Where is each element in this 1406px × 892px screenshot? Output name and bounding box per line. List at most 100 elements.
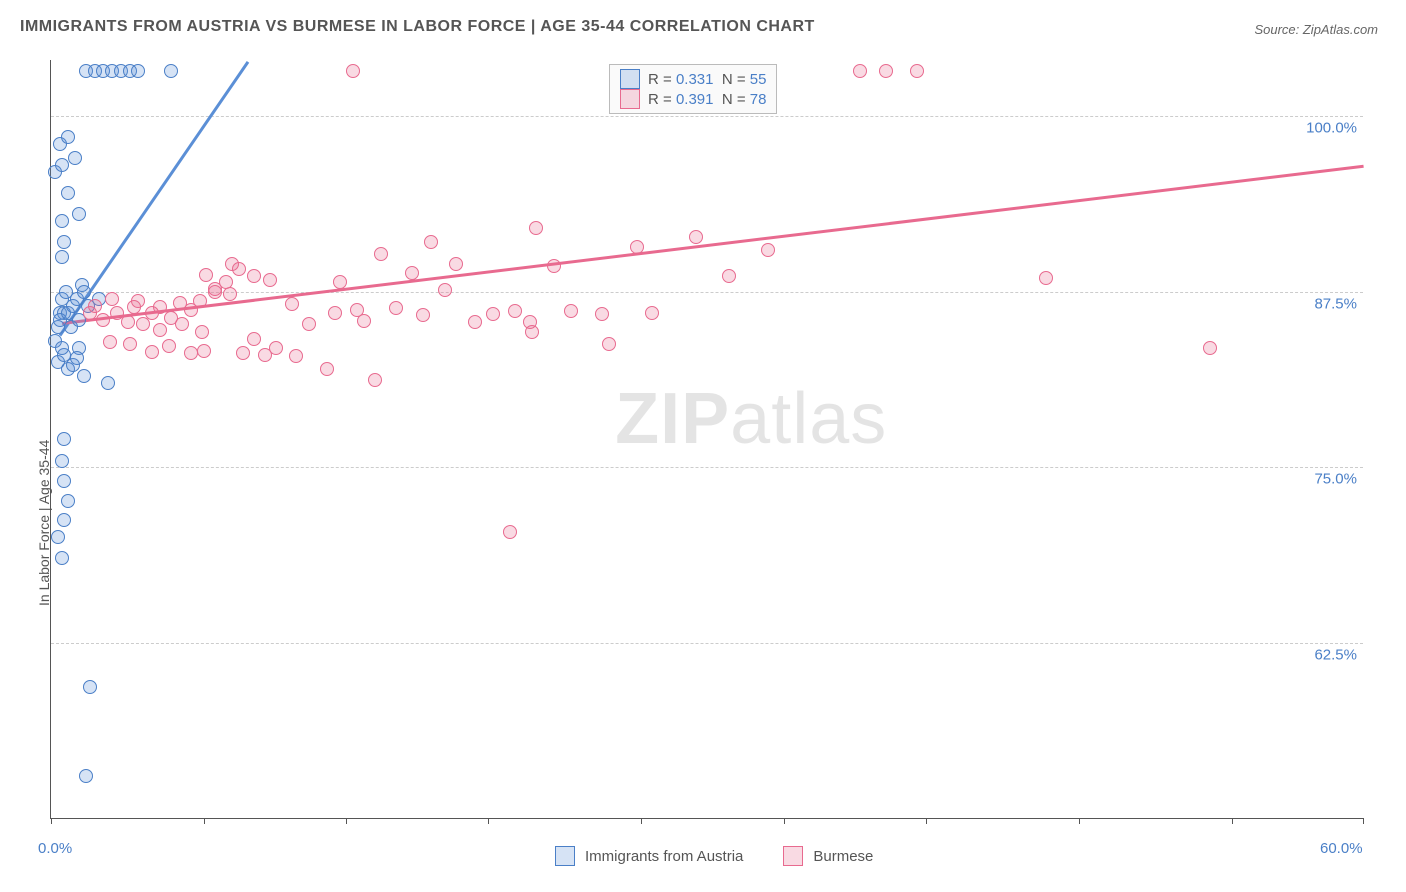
scatter-point	[162, 339, 176, 353]
scatter-point	[55, 551, 69, 565]
scatter-point	[602, 337, 616, 351]
scatter-point	[123, 337, 137, 351]
legend-swatch	[555, 846, 575, 866]
scatter-point	[486, 307, 500, 321]
scatter-point	[232, 262, 246, 276]
legend-swatch	[620, 89, 640, 109]
scatter-point	[645, 306, 659, 320]
scatter-point	[103, 335, 117, 349]
scatter-plot-area: 62.5% 75.0% 87.5% 100.0% ZIPatlas R = 0.331 N…	[50, 60, 1363, 819]
scatter-point	[595, 307, 609, 321]
y-tick-label: 62.5%	[1314, 646, 1357, 663]
scatter-point	[72, 207, 86, 221]
scatter-point	[79, 769, 93, 783]
scatter-point	[57, 474, 71, 488]
x-axis-end-label: 60.0%	[1320, 840, 1363, 857]
series-legend: Immigrants from Austria Burmese	[555, 846, 903, 866]
scatter-point	[55, 214, 69, 228]
scatter-point	[195, 325, 209, 339]
x-tick	[346, 818, 347, 824]
scatter-point	[630, 240, 644, 254]
scatter-point	[223, 287, 237, 301]
x-tick	[641, 818, 642, 824]
scatter-point	[405, 266, 419, 280]
scatter-point	[51, 530, 65, 544]
scatter-point	[302, 317, 316, 331]
scatter-point	[529, 221, 543, 235]
legend-series-name: Burmese	[813, 848, 873, 865]
scatter-point	[55, 454, 69, 468]
x-tick	[926, 818, 927, 824]
scatter-point	[70, 351, 84, 365]
gridline	[51, 467, 1363, 468]
scatter-point	[320, 362, 334, 376]
x-tick	[1232, 818, 1233, 824]
scatter-point	[285, 297, 299, 311]
scatter-point	[722, 269, 736, 283]
scatter-point	[153, 323, 167, 337]
scatter-point	[564, 304, 578, 318]
watermark: ZIPatlas	[615, 378, 887, 460]
scatter-point	[547, 259, 561, 273]
scatter-point	[55, 341, 69, 355]
legend-row: R = 0.391 N = 78	[620, 89, 766, 109]
scatter-point	[263, 273, 277, 287]
scatter-point	[68, 151, 82, 165]
x-tick	[488, 818, 489, 824]
scatter-point	[368, 373, 382, 387]
scatter-point	[153, 300, 167, 314]
scatter-point	[1203, 341, 1217, 355]
scatter-point	[424, 235, 438, 249]
scatter-point	[57, 432, 71, 446]
scatter-point	[247, 269, 261, 283]
x-tick	[1079, 818, 1080, 824]
scatter-point	[374, 247, 388, 261]
y-tick-label: 87.5%	[1314, 295, 1357, 312]
scatter-point	[525, 325, 539, 339]
scatter-point	[61, 130, 75, 144]
scatter-point	[184, 346, 198, 360]
scatter-point	[289, 349, 303, 363]
correlation-legend: R = 0.331 N = 55R = 0.391 N = 78	[609, 64, 777, 114]
y-axis-label: In Labor Force | Age 35-44	[36, 439, 52, 605]
scatter-point	[333, 275, 347, 289]
scatter-point	[761, 243, 775, 257]
scatter-point	[269, 341, 283, 355]
legend-swatch	[620, 69, 640, 89]
scatter-point	[247, 332, 261, 346]
legend-series-name: Immigrants from Austria	[585, 848, 743, 865]
scatter-point	[689, 230, 703, 244]
scatter-point	[61, 186, 75, 200]
scatter-point	[193, 294, 207, 308]
y-tick-label: 75.0%	[1314, 471, 1357, 488]
scatter-point	[236, 346, 250, 360]
legend-row: R = 0.331 N = 55	[620, 69, 766, 89]
scatter-point	[389, 301, 403, 315]
scatter-point	[1039, 271, 1053, 285]
x-tick	[1363, 818, 1364, 824]
x-tick	[204, 818, 205, 824]
scatter-point	[197, 344, 211, 358]
scatter-point	[121, 315, 135, 329]
scatter-point	[57, 235, 71, 249]
gridline	[51, 292, 1363, 293]
scatter-point	[131, 294, 145, 308]
scatter-point	[83, 680, 97, 694]
scatter-point	[55, 250, 69, 264]
y-tick-label: 100.0%	[1306, 120, 1357, 137]
source-credit: Source: ZipAtlas.com	[1254, 22, 1378, 37]
scatter-point	[328, 306, 342, 320]
scatter-point	[503, 525, 517, 539]
scatter-point	[61, 494, 75, 508]
gridline	[51, 643, 1363, 644]
scatter-point	[199, 268, 213, 282]
scatter-point	[357, 314, 371, 328]
scatter-point	[77, 285, 91, 299]
scatter-point	[96, 313, 110, 327]
scatter-point	[910, 64, 924, 78]
legend-swatch	[783, 846, 803, 866]
scatter-point	[449, 257, 463, 271]
scatter-point	[105, 292, 119, 306]
scatter-point	[101, 376, 115, 390]
scatter-point	[88, 299, 102, 313]
